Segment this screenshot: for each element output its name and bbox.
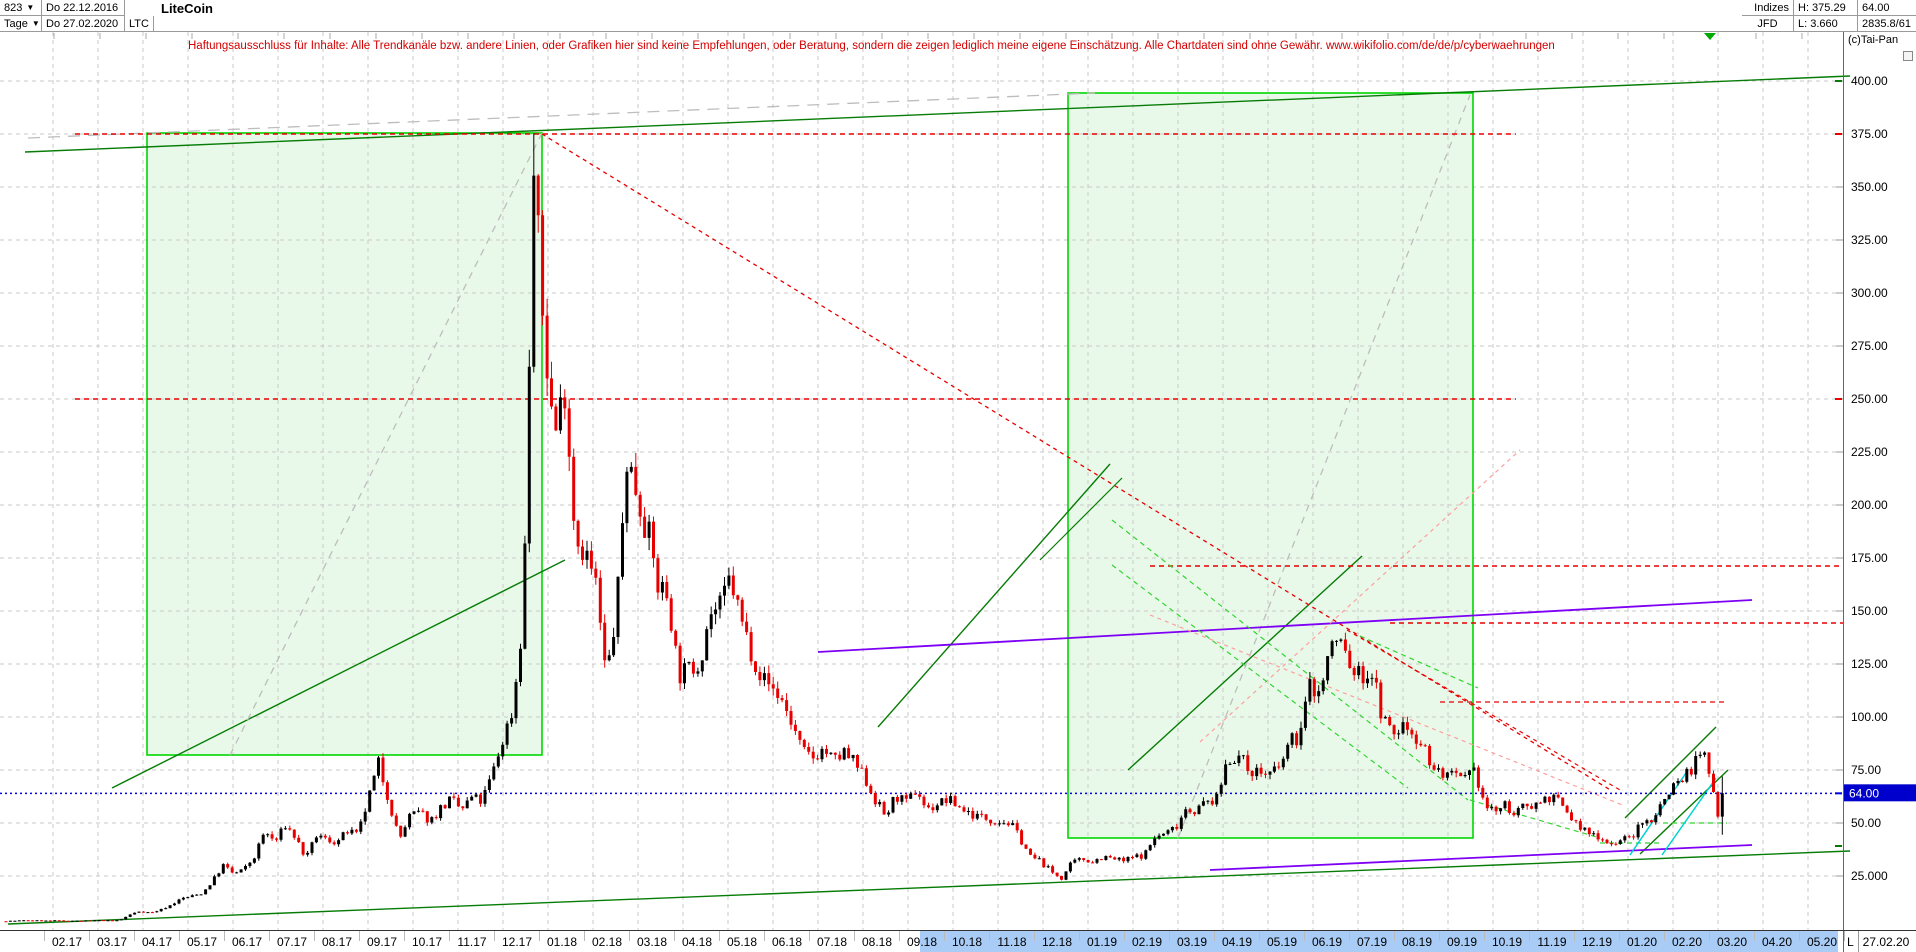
x-axis-label: 06.17 <box>232 935 262 949</box>
period-low: L: 3.660 <box>1794 16 1858 32</box>
y-axis-label: 200.00 <box>1851 498 1888 512</box>
trend-lines <box>7 75 1851 925</box>
broker-label: JFD <box>1742 16 1794 32</box>
x-axis-label: 03.19 <box>1177 935 1207 949</box>
axis-frame <box>0 31 1916 952</box>
top-ruler <box>53 33 1803 40</box>
x-axis-label: 04.17 <box>142 935 172 949</box>
x-axis-end-marker: L <box>1847 935 1854 949</box>
x-axis-label: 07.18 <box>817 935 847 949</box>
timeline-marker-icon <box>1704 33 1716 40</box>
x-axis-label: 08.18 <box>862 935 892 949</box>
y-axis-label: 300.00 <box>1851 286 1888 300</box>
x-axis-label: 04.18 <box>682 935 712 949</box>
y-axis-label: 375.00 <box>1851 127 1888 141</box>
y-axis-label: 150.00 <box>1851 604 1888 618</box>
x-axis-label: 07.19 <box>1357 935 1387 949</box>
x-axis-label: 09.17 <box>367 935 397 949</box>
x-axis-label: 04.19 <box>1222 935 1252 949</box>
x-axis-label: 05.20 <box>1807 935 1837 949</box>
x-axis-label: 12.18 <box>1042 935 1072 949</box>
x-axis-label: 10.18 <box>952 935 982 949</box>
x-axis-label: 11.17 <box>457 935 486 949</box>
y-axis-label: 100.00 <box>1851 710 1888 724</box>
x-axis-label: 01.19 <box>1087 935 1117 949</box>
x-axis-label: 08.19 <box>1402 935 1432 949</box>
x-axis-label: 11.19 <box>1537 935 1566 949</box>
preset-value: 823 <box>4 1 23 14</box>
y-axis-label: 125.00 <box>1851 657 1888 671</box>
volume-info: 2835.8/61 <box>1858 16 1916 32</box>
copyright-label: (c)Tai-Pan <box>1848 34 1899 46</box>
x-axis-label: 11.18 <box>997 935 1026 949</box>
y-axis-label: 225.00 <box>1851 445 1888 459</box>
y-axis-label: 25.000 <box>1851 869 1888 883</box>
gridlines <box>0 32 1843 930</box>
x-axis-label: 01.20 <box>1627 935 1657 949</box>
y-axis-label: 275.00 <box>1851 339 1888 353</box>
y-axis-label: 325.00 <box>1851 233 1888 247</box>
y-axis-label: 250.00 <box>1851 392 1888 406</box>
x-axis-label: 05.19 <box>1267 935 1297 949</box>
y-axis-label: 175.00 <box>1851 551 1888 565</box>
collapse-icon[interactable] <box>1903 51 1913 61</box>
y-axis-label: 75.00 <box>1851 763 1881 777</box>
y-axis-label: 400.00 <box>1851 74 1888 88</box>
period-high: H: 375.29 <box>1794 0 1858 16</box>
x-axis-label: 12.19 <box>1582 935 1612 949</box>
x-axis-label: 02.20 <box>1672 935 1702 949</box>
x-axis-label: 05.18 <box>727 935 757 949</box>
x-axis-label: 07.17 <box>277 935 307 949</box>
x-axis-label: 08.17 <box>322 935 352 949</box>
x-axis-label: 09.18 <box>907 935 937 949</box>
x-axis-label: 10.17 <box>412 935 442 949</box>
chevron-down-icon: ▼ <box>26 3 35 12</box>
trend-zone-borders <box>146 92 1474 839</box>
trend-zone-fills <box>147 93 1473 838</box>
y-axis-label: 50.00 <box>1851 816 1881 830</box>
x-axis-label: 10.19 <box>1492 935 1522 949</box>
x-axis-label: 06.18 <box>772 935 802 949</box>
symbol-cell: LTC <box>125 16 154 32</box>
date-to-field[interactable]: Do 27.02.2020 <box>42 16 125 32</box>
candlesticks <box>4 133 1724 923</box>
x-axis-highlight <box>920 931 1838 952</box>
last-price-badge: 64.00 <box>1844 784 1916 802</box>
x-axis-label: 03.20 <box>1717 935 1747 949</box>
disclaimer-text: Haftungsausschluss für Inhalte: Alle Tre… <box>188 40 1555 52</box>
y-axis-label: 350.00 <box>1851 180 1888 194</box>
x-axis-label: 05.17 <box>187 935 217 949</box>
x-axis-label: 01.18 <box>547 935 577 949</box>
x-axis: 02.17 03.17 04.17 05.17 06.17 07.17 08.17 09.17… <box>44 931 1910 952</box>
x-axis-label: 02.17 <box>52 935 82 949</box>
cursor-date-label: 27.02.20 <box>1863 935 1910 949</box>
x-axis-label: 03.18 <box>637 935 667 949</box>
period-value: Tage <box>4 17 28 30</box>
preset-dropdown[interactable]: 823 ▼ <box>0 0 42 16</box>
x-axis-label: 09.19 <box>1447 935 1477 949</box>
instrument-title: LiteCoin <box>161 0 213 16</box>
last-price-badge-label: 64.00 <box>1849 786 1879 800</box>
x-axis-label: 02.19 <box>1132 935 1162 949</box>
y-axis-labels: 400.00 375.00 350.00 325.00 300.00 275.00 250.… <box>1835 74 1888 883</box>
date-from-field[interactable]: Do 22.12.2016 <box>42 0 125 16</box>
last-price-header: 64.00 <box>1858 0 1916 16</box>
x-axis-label: 04.20 <box>1762 935 1792 949</box>
x-axis-label: 02.18 <box>592 935 622 949</box>
x-axis-label: 12.17 <box>502 935 532 949</box>
period-dropdown[interactable]: Tage ▼ <box>0 16 42 32</box>
x-axis-label: 06.19 <box>1312 935 1342 949</box>
index-group-label: Indizes <box>1742 0 1794 16</box>
chevron-down-icon: ▼ <box>31 19 40 28</box>
x-axis-label: 03.17 <box>97 935 127 949</box>
